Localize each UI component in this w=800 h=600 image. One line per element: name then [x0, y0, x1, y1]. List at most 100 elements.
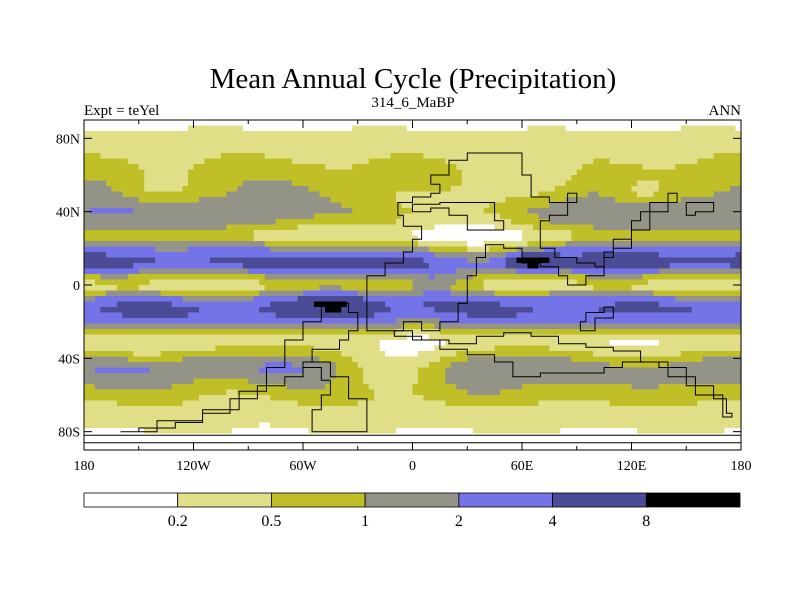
contour-cell	[84, 175, 145, 182]
contour-cell	[598, 307, 693, 314]
contour-cell	[417, 235, 523, 242]
contour-cell	[363, 373, 419, 380]
contour-cell	[313, 301, 348, 308]
contour-cell	[489, 202, 550, 209]
contour-cell	[84, 197, 140, 204]
contour-cell	[445, 158, 594, 165]
contour-cell	[352, 125, 408, 132]
contour-cell	[636, 180, 660, 187]
contour-cell	[352, 356, 441, 363]
contour-cell	[615, 197, 682, 204]
contour-cell	[494, 345, 550, 352]
contour-cell	[259, 290, 304, 297]
contour-cell	[133, 351, 162, 358]
contour-cell	[84, 263, 134, 270]
contour-cell	[105, 252, 436, 259]
contour-cell	[636, 428, 726, 435]
contour-cell	[149, 279, 260, 286]
contour-cell	[330, 197, 397, 204]
contour-cell	[149, 367, 260, 374]
contour-cell	[472, 428, 561, 435]
contour-cell	[352, 164, 457, 171]
contour-cell	[324, 164, 353, 171]
contour-cell	[116, 301, 173, 308]
contour-cell	[439, 329, 742, 336]
contour-cell	[253, 230, 414, 237]
x-axis: 180 120W 60W 0 60E 120E 180	[74, 120, 752, 474]
contour-cell	[264, 274, 430, 281]
contour-cell	[84, 125, 189, 132]
contour-cell	[84, 395, 200, 402]
contour-cell	[313, 345, 381, 352]
contour-cell	[669, 263, 731, 270]
contour-cell	[571, 268, 660, 275]
contour-cell	[84, 417, 742, 424]
contour-cell	[412, 389, 468, 396]
contour-cell	[198, 197, 331, 204]
contour-cell	[423, 290, 452, 297]
contour-cell	[428, 274, 435, 281]
contour-cell	[248, 378, 331, 385]
contour-cell	[472, 274, 589, 281]
contour-cell	[489, 246, 518, 253]
contour-cell	[84, 422, 260, 429]
contour-cell	[511, 219, 550, 226]
contour-cell	[576, 169, 742, 176]
contour-cell	[423, 301, 501, 308]
subtitle-right: ANN	[709, 103, 742, 119]
contour-cell	[335, 367, 364, 374]
contour-cell	[259, 279, 414, 286]
contour-cell	[111, 186, 145, 193]
contour-cell	[713, 191, 742, 198]
legend-label: 4	[549, 513, 557, 530]
contour-cell	[532, 224, 594, 231]
contour-cell	[527, 125, 567, 132]
contour-cell	[84, 219, 277, 226]
contour-cell	[84, 334, 408, 341]
contour-cell	[680, 125, 737, 132]
coastline	[393, 330, 733, 418]
contour-cell	[84, 257, 156, 264]
contour-cell	[253, 235, 419, 242]
contour-cell	[270, 301, 315, 308]
contour-cell	[242, 263, 430, 270]
contour-cell	[571, 230, 742, 237]
contour-cell	[730, 186, 742, 193]
contour-cell	[237, 389, 375, 396]
contour-cell	[675, 164, 742, 171]
contour-cell	[680, 351, 742, 358]
contour-cell	[84, 180, 107, 187]
contour-cell	[144, 186, 184, 193]
contour-cell	[171, 301, 271, 308]
contour-cell	[516, 268, 561, 275]
contour-cell	[105, 290, 162, 297]
contour-cell	[352, 208, 414, 215]
contour-cell	[264, 362, 293, 369]
contour-cell	[319, 356, 353, 363]
contour-cell	[341, 202, 403, 209]
contour-cell	[467, 241, 485, 248]
contour-cell	[500, 389, 742, 396]
contour-cell	[84, 351, 134, 358]
contour-cell	[445, 400, 540, 407]
contour-cell	[84, 246, 156, 253]
contour-cell	[587, 274, 644, 281]
contour-cell	[84, 406, 742, 413]
contour-cell	[188, 180, 244, 187]
contour-cell	[84, 213, 315, 220]
contour-cell	[374, 312, 468, 319]
contour-cell	[368, 384, 414, 391]
subtitle-center: 314_6_MaBP	[371, 95, 454, 111]
contour-cell	[428, 334, 742, 341]
coastline	[366, 152, 678, 332]
contour-cell	[412, 208, 485, 215]
contour-cell	[396, 428, 474, 435]
contour-cell	[396, 219, 512, 226]
contour-cell	[401, 213, 501, 220]
contour-cell	[94, 367, 151, 374]
contour-cell	[456, 279, 485, 286]
contour-cell	[565, 197, 616, 204]
contour-cell	[84, 208, 91, 215]
contour-cell	[631, 285, 742, 292]
contour-cell	[231, 428, 310, 435]
